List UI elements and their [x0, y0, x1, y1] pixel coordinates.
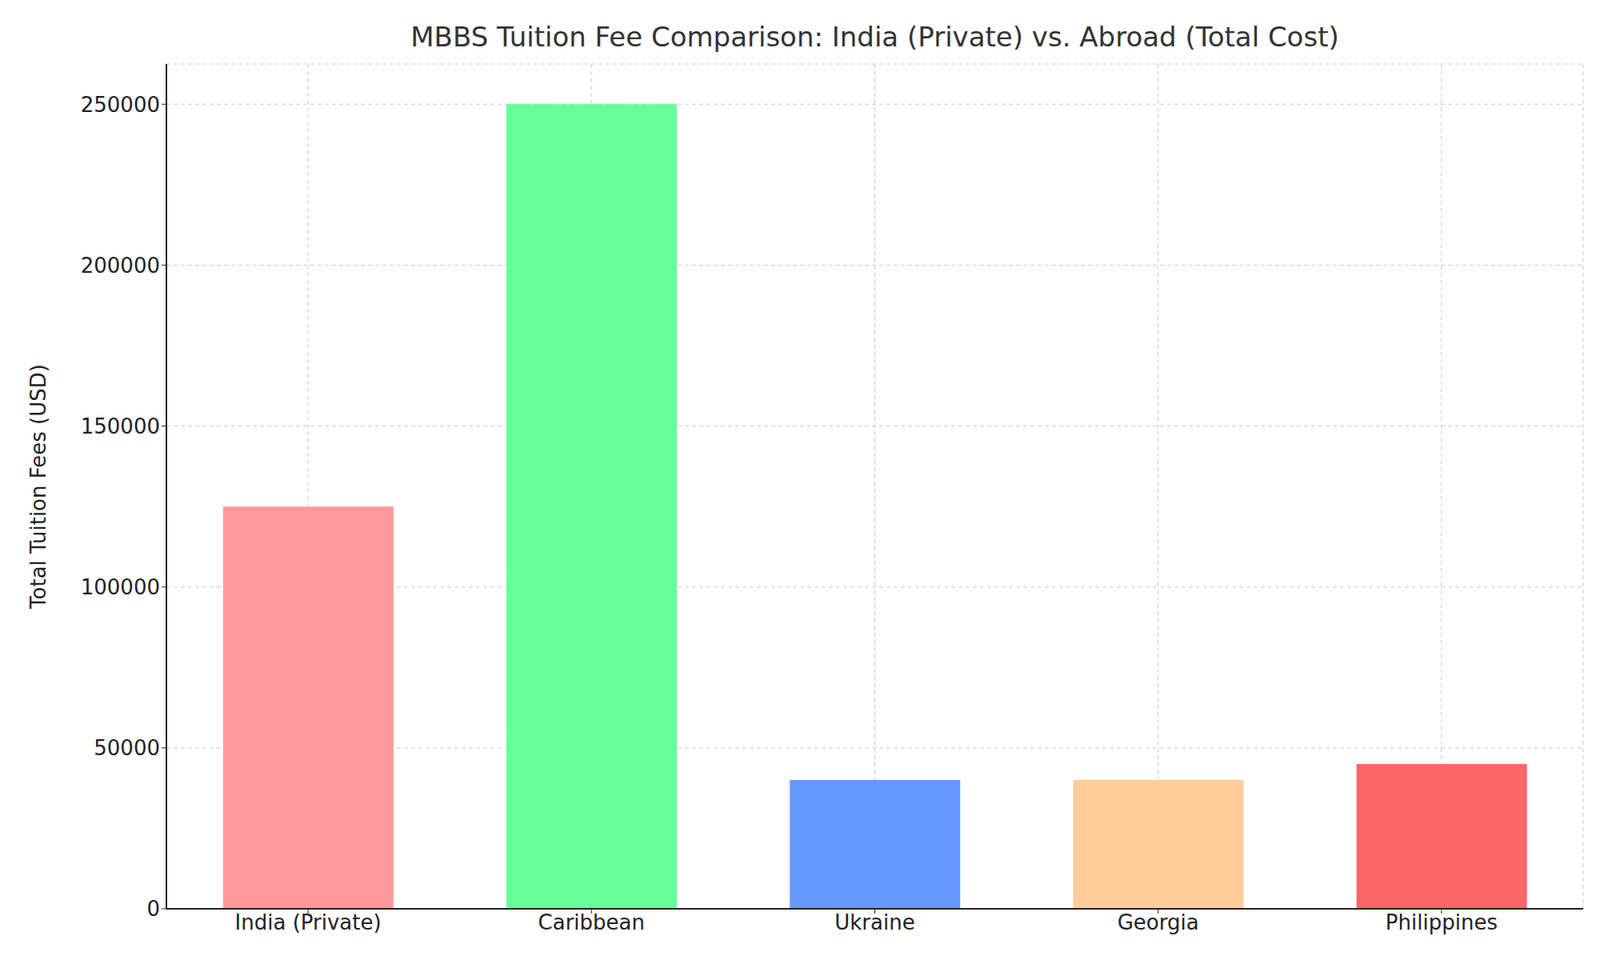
- svg-text:0: 0: [146, 896, 160, 921]
- svg-text:Georgia: Georgia: [1117, 910, 1200, 935]
- svg-text:India (Private): India (Private): [235, 910, 382, 935]
- svg-text:250000: 250000: [80, 92, 160, 117]
- svg-text:Total Tuition Fees (USD): Total Tuition Fees (USD): [26, 364, 51, 610]
- svg-text:150000: 150000: [80, 414, 160, 439]
- svg-text:200000: 200000: [80, 253, 160, 278]
- svg-text:Philippines: Philippines: [1385, 910, 1498, 935]
- html-text:MBBS Tuition Fee Comparison: I: MBBS Tuition Fee Comparison: India (Priv…: [410, 20, 1339, 53]
- svg-text:Ukraine: Ukraine: [834, 910, 915, 935]
- svg-text:50000: 50000: [93, 736, 160, 760]
- svg-text:100000: 100000: [80, 575, 160, 600]
- svg-text:Caribbean: Caribbean: [538, 910, 645, 935]
